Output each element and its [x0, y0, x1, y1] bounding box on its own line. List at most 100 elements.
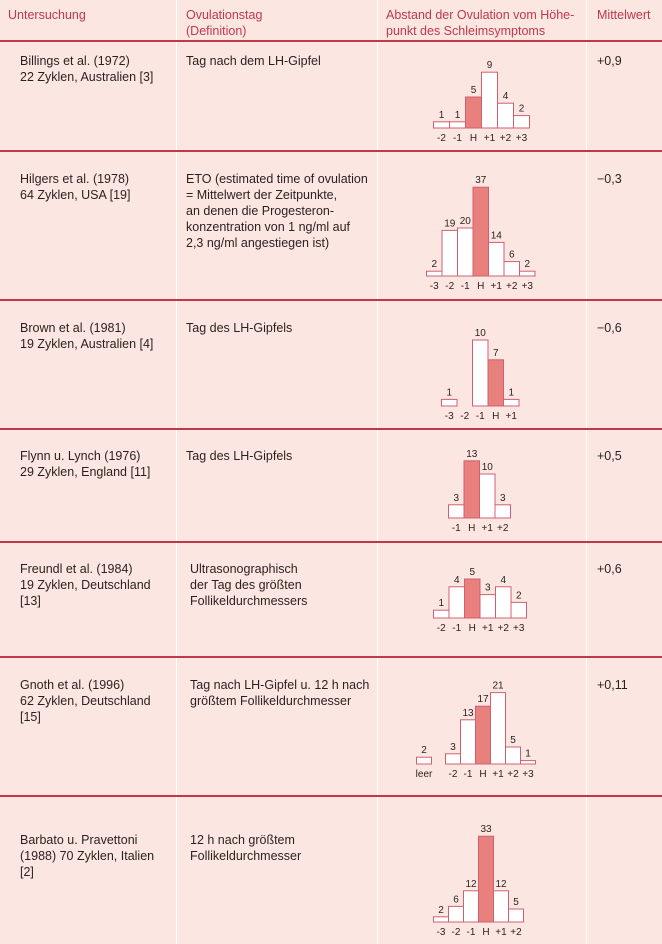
bar-value-label: 6: [509, 250, 515, 261]
category-tick-label: -1: [464, 769, 473, 780]
column-divider: [176, 0, 177, 944]
histogram-bar: [520, 760, 536, 765]
bar-value-label: 10: [475, 328, 487, 339]
category-tick-label: -2: [437, 133, 446, 144]
header-definition: Ovulationstag (Definition): [186, 8, 263, 38]
category-tick-label: -2: [437, 623, 446, 634]
row-divider: [0, 795, 662, 797]
category-tick-label: H: [468, 523, 475, 534]
study-cell: Gnoth et al. (1996) 62 Zyklen, Deutschla…: [20, 678, 151, 724]
definition-cell: 12 h nach größtem Follikeldurchmesser: [190, 833, 302, 863]
histogram: 1 -3 -2 10 -1 7 H 1 +1: [441, 328, 520, 422]
bar-value-label: 2: [438, 905, 444, 916]
category-tick-label: -2: [452, 927, 461, 938]
histogram-bar: [460, 719, 476, 765]
bar-value-label: 37: [475, 175, 487, 186]
histogram-bar: [494, 504, 511, 519]
study-cell: Brown et al. (1981) 19 Zyklen, Australie…: [20, 321, 154, 351]
category-tick-label: +1: [482, 623, 494, 634]
category-tick-label: +3: [522, 281, 534, 292]
category-tick-label: H: [482, 927, 489, 938]
histogram-bar: [433, 121, 450, 129]
category-tick-label: +1: [484, 133, 496, 144]
category-tick-label: -1: [476, 411, 485, 422]
category-tick-label: +1: [495, 927, 507, 938]
bar-value-label: 5: [510, 735, 516, 746]
histogram-bar: [472, 186, 489, 277]
mean-cell: −0,6: [597, 321, 622, 335]
bar-value-label: 33: [480, 824, 492, 835]
definition-cell: ETO (estimated time of ovulation = Mitte…: [186, 172, 368, 250]
category-tick-label: +1: [506, 411, 518, 422]
bar-value-label: 17: [477, 694, 489, 705]
row-divider: [0, 428, 662, 430]
histogram-bar: [445, 753, 461, 765]
category-tick-label: -2: [460, 411, 469, 422]
definition-cell: Tag nach LH-Gipfel u. 12 h nach größtem …: [190, 678, 370, 708]
category-tick-label: +2: [506, 281, 518, 292]
definition-cell: Tag des LH-Gipfels: [186, 321, 293, 335]
header-mean: Mittelwert: [597, 8, 651, 22]
histogram-bar: [490, 692, 506, 765]
histogram-bar: [478, 835, 494, 923]
histogram-bar: [503, 398, 520, 407]
bar-value-label: 4: [500, 575, 506, 586]
histogram-bar: [510, 601, 527, 619]
histogram-bar: [463, 890, 479, 923]
histogram-bar: [481, 71, 498, 129]
bar-value-label: 6: [453, 894, 459, 905]
category-tick-label: +1: [492, 769, 504, 780]
histogram-bar: [448, 905, 464, 923]
mean-cell: +0,9: [597, 54, 622, 68]
category-tick-label: H: [479, 769, 486, 780]
bar-value-label: 20: [460, 216, 472, 227]
histogram: 2 leer 3 -2 13 -1 17 H 21 +1 5 +2 1 +3: [416, 681, 536, 780]
histogram-bar: [503, 261, 520, 277]
bar-value-label: 1: [508, 387, 514, 398]
category-tick-label: -3: [445, 411, 454, 422]
category-tick-label: +1: [482, 523, 494, 534]
histogram-bar: [497, 102, 514, 129]
header-study: Untersuchung: [8, 8, 86, 22]
row-divider: [0, 299, 662, 301]
category-tick-label: -3: [437, 927, 446, 938]
definition-cell: Ultrasonographisch der Tag des größten F…: [190, 562, 308, 608]
mean-cell: −0,3: [597, 172, 622, 186]
bar-value-label: 5: [469, 567, 475, 578]
histogram-bar: [426, 270, 443, 277]
study-cell: Billings et al. (1972) 22 Zyklen, Austra…: [20, 54, 154, 84]
category-tick-label: +2: [507, 769, 519, 780]
histogram: 1 -2 4 -1 5 H 3 +1 4 +2 2 +3: [433, 567, 527, 634]
histogram-bar: [472, 339, 489, 407]
bar-value-label: 12: [465, 879, 477, 890]
histogram-bar: [508, 908, 524, 923]
bar-value-label: 1: [446, 387, 452, 398]
study-cell: Freundl et al. (1984) 19 Zyklen, Deutsch…: [20, 562, 151, 608]
histogram-bar: [448, 504, 465, 519]
histogram-bar: [441, 398, 458, 407]
bar-value-label: 2: [524, 259, 530, 270]
row-divider: [0, 150, 662, 152]
bar-value-label: 1: [525, 749, 531, 760]
histogram-bar: [448, 586, 465, 619]
histogram-bar: [464, 578, 481, 619]
category-tick-label: +2: [510, 927, 522, 938]
histogram: 3 -1 13 H 10 +1 3 +2: [448, 449, 511, 534]
histogram-bar: [513, 115, 530, 129]
bar-value-label: 1: [439, 110, 445, 121]
histogram-bar: [457, 227, 474, 277]
category-tick-label: +3: [522, 769, 534, 780]
bar-value-label: 5: [471, 85, 477, 96]
bar-value-label: 3: [450, 742, 456, 753]
category-tick-label: -1: [452, 623, 461, 634]
bar-value-label: 2: [421, 745, 427, 756]
definition-cell: Tag des LH-Gipfels: [186, 449, 293, 463]
mean-cell: +0,11: [597, 678, 628, 692]
bar-value-label: 3: [453, 493, 459, 504]
category-tick-label: -1: [461, 281, 470, 292]
category-tick-label: H: [470, 133, 477, 144]
histogram-bar: [449, 121, 466, 129]
category-tick-label: +3: [513, 623, 525, 634]
bar-value-label: 14: [491, 230, 503, 241]
